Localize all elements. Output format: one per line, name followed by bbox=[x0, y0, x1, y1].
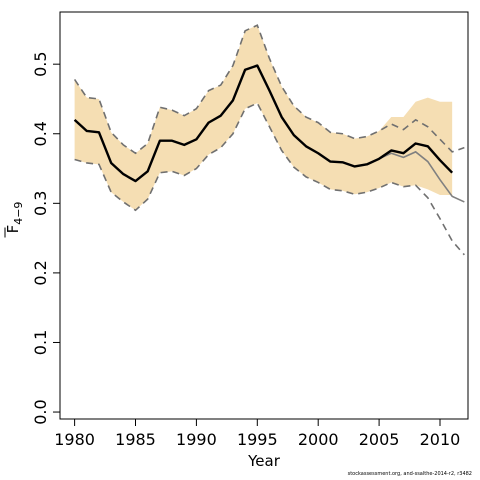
y-tick-label: 0.4 bbox=[31, 121, 50, 146]
confidence-band bbox=[74, 25, 453, 211]
x-axis-title: Year bbox=[247, 452, 281, 470]
x-tick-label: 2000 bbox=[298, 430, 339, 449]
upper-bound-line bbox=[73, 24, 465, 155]
y-axis-title-main: F bbox=[4, 225, 22, 234]
y-tick-label: 0.3 bbox=[31, 191, 50, 216]
x-tick-label: 1980 bbox=[54, 430, 95, 449]
x-tick-label: 1985 bbox=[115, 430, 156, 449]
y-tick-label: 0.1 bbox=[31, 330, 50, 355]
y-tick-label: 0.5 bbox=[31, 51, 50, 76]
y-axis-title-text: F4−9 bbox=[4, 202, 25, 234]
x-tick-label: 2005 bbox=[359, 430, 400, 449]
x-tick-label: 1990 bbox=[176, 430, 217, 449]
y-axis-title-subscript: 4−9 bbox=[12, 202, 25, 225]
y-tick-label: 0.2 bbox=[31, 260, 50, 285]
x-tick-label: 1995 bbox=[237, 430, 278, 449]
estimate-line bbox=[73, 64, 454, 183]
lower-bound-line bbox=[74, 102, 465, 256]
y-axis-title: F4−9 bbox=[4, 202, 25, 238]
x-tick-label: 2010 bbox=[420, 430, 461, 449]
y-tick-label: 0.0 bbox=[31, 399, 50, 424]
plot-frame bbox=[59, 11, 469, 420]
footnote: stockassessment.org, and-ssalthe-2014-r2… bbox=[347, 471, 472, 477]
